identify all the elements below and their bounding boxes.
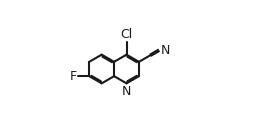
- Text: F: F: [69, 70, 77, 83]
- Text: N: N: [122, 85, 131, 98]
- Text: N: N: [161, 44, 170, 57]
- Text: Cl: Cl: [120, 28, 133, 41]
